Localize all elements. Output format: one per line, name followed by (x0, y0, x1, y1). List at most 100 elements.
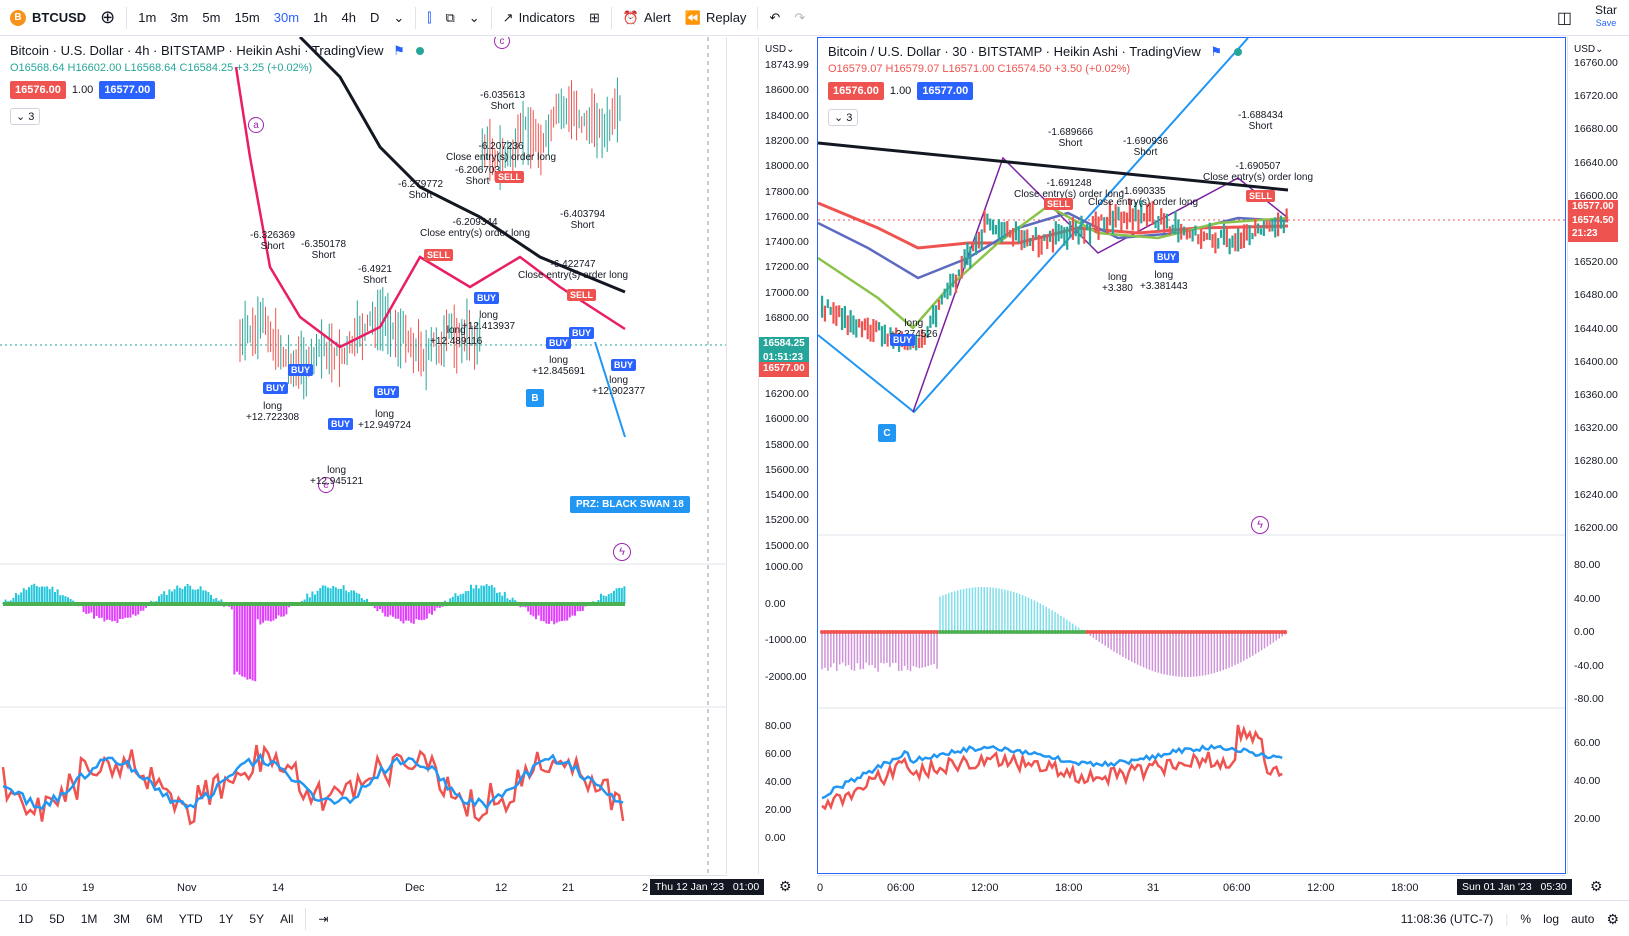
oscillator-tick: -40.00 (1574, 659, 1604, 672)
candle (1011, 227, 1015, 247)
compare-add-icon[interactable]: ⊕ (100, 7, 116, 27)
redo-icon[interactable]: ↷ (794, 9, 806, 25)
clock-timezone[interactable]: 11:08:36 (UTC-7) (1400, 912, 1494, 926)
price-scale-left[interactable]: USD⌄ 18743.99 18600.00 18400.00 18200.00 180… (758, 37, 816, 874)
oscillator-tick: -80.00 (1574, 693, 1604, 705)
buy-price-button[interactable]: 16577.00 (917, 82, 974, 100)
candle (1211, 234, 1214, 248)
range-3m[interactable]: 3M (113, 911, 131, 926)
price-scale-right[interactable]: USD⌄ 16760.00 16720.00 16680.00 16640.00 166… (1567, 37, 1629, 874)
price-tick: 16640.00 (1574, 156, 1618, 169)
gear-icon[interactable]: ⚙ (1590, 878, 1603, 894)
signal-label: -6.035613 Short (480, 90, 526, 112)
signal-dot (1085, 630, 1090, 634)
signal-dot (1079, 630, 1084, 634)
undo-icon[interactable]: ↶ (769, 9, 781, 25)
candle (829, 306, 832, 315)
interval-15m[interactable]: 15m (234, 10, 260, 25)
signal-dot (864, 630, 869, 634)
interval-d[interactable]: D (369, 10, 380, 25)
indicators-button[interactable]: ↗ Indicators (496, 4, 582, 32)
candle (1137, 209, 1140, 233)
layout-icon[interactable]: ⊞ (588, 9, 600, 25)
candle (838, 305, 841, 318)
harmonic-point-b: B (526, 389, 544, 407)
candle (1242, 224, 1245, 249)
time-axis-left[interactable]: 10 19 Nov 14 Dec 12 21 2 Thu 12 Jan '23 … (0, 875, 765, 900)
candles-icon[interactable]: ⧉ (445, 9, 455, 25)
signal-dot (884, 630, 889, 634)
candle (855, 319, 858, 338)
signal-dot (1221, 630, 1226, 634)
time-label: 19 (82, 882, 95, 894)
star-save-button[interactable]: Star Save (1595, 4, 1617, 30)
auto-toggle[interactable]: auto (1571, 912, 1595, 926)
interval-30m[interactable]: 30m (273, 10, 300, 25)
interval-1m[interactable]: 1m (138, 10, 157, 25)
alert-button[interactable]: ⏰ Alert (616, 4, 678, 32)
lightning-icon[interactable]: ϟ (613, 543, 631, 561)
interval-5m[interactable]: 5m (202, 10, 221, 25)
interval-3m[interactable]: 3m (170, 10, 189, 25)
oscillator-tick: 80.00 (1574, 559, 1601, 571)
range-1y[interactable]: 1Y (218, 911, 234, 926)
signal-label: -1.688434 Short (1238, 110, 1284, 132)
candle (986, 213, 989, 225)
currency-unit[interactable]: USD⌄ (1574, 44, 1604, 55)
candle (1254, 218, 1257, 237)
time-label: 06:00 (1223, 882, 1251, 894)
signal-dot (997, 630, 1001, 634)
sell-price-button[interactable]: 16576.00 (828, 82, 884, 100)
harmonic-point-c: C (878, 424, 896, 442)
signal-dot (1203, 630, 1208, 634)
right-chart-canvas[interactable] (818, 38, 1565, 873)
range-all[interactable]: All (280, 911, 294, 926)
candle (1083, 228, 1086, 244)
signal-dot (982, 630, 987, 634)
left-chart-canvas[interactable] (0, 37, 727, 874)
replay-button[interactable]: ⏪ Replay (678, 4, 754, 32)
chart-pane-right[interactable]: Bitcoin / U.S. Dollar · 30 · BITSTAMP · … (817, 37, 1566, 874)
candle (1191, 229, 1194, 242)
sell-price-button[interactable]: 16576.00 (10, 81, 66, 99)
range-1d[interactable]: 1D (18, 911, 34, 926)
signal-label: -6.326369 Short (250, 230, 296, 252)
signal-dot (920, 630, 925, 634)
price-tick: 18400.00 (765, 109, 809, 122)
signal-dot (1241, 630, 1246, 634)
ask-price-tag: 16577.00 (1568, 200, 1618, 215)
currency-unit[interactable]: USD⌄ (765, 44, 795, 55)
ohlc-open: O16568.64 (10, 62, 65, 74)
chart-type-dropdown-icon[interactable]: ⌄ (468, 9, 480, 25)
signal-dot (1244, 630, 1249, 634)
lightning-icon[interactable]: ϟ (1251, 516, 1269, 534)
chart-pane-left[interactable]: Bitcoin · U.S. Dollar · 4h · BITSTAMP · … (0, 37, 727, 874)
range-5d[interactable]: 5D (49, 911, 65, 926)
indicators-collapse-button[interactable]: ⌄ 3 (10, 108, 41, 125)
signal-dot (870, 630, 875, 634)
candle (920, 329, 923, 348)
candle (1205, 233, 1208, 240)
candle (1188, 229, 1191, 239)
range-5y[interactable]: 5Y (249, 911, 265, 926)
range-1m[interactable]: 1M (80, 911, 98, 926)
buy-price-button[interactable]: 16577.00 (99, 81, 156, 99)
range-ytd[interactable]: YTD (178, 911, 203, 926)
interval-dropdown-icon[interactable]: ⌄ (393, 9, 405, 25)
interval-1h[interactable]: 1h (313, 10, 328, 25)
wave-label-e: e (318, 477, 334, 493)
gear-icon[interactable]: ⚙ (779, 878, 792, 894)
symbol-search[interactable]: B BTCUSD (0, 4, 93, 32)
chevron-down-icon: ⌄ (16, 111, 26, 123)
indicators-collapse-button[interactable]: ⌄ 3 (828, 109, 859, 126)
bar-style-icon[interactable]: ⫿ (427, 9, 432, 25)
settings-icon[interactable]: ⚙ (1606, 910, 1619, 927)
split-layout-icon[interactable]: ◫ (1556, 9, 1572, 27)
date-range-icon[interactable]: ⇥ (318, 911, 329, 926)
percent-toggle[interactable]: % (1520, 912, 1532, 926)
range-6m[interactable]: 6M (146, 911, 163, 926)
time-axis-right[interactable]: 0 06:00 12:00 18:00 31 06:00 12:00 18:00… (817, 875, 1572, 900)
interval-4h[interactable]: 4h (341, 10, 356, 25)
signal-dot (1188, 630, 1193, 634)
log-toggle[interactable]: log (1543, 912, 1560, 926)
